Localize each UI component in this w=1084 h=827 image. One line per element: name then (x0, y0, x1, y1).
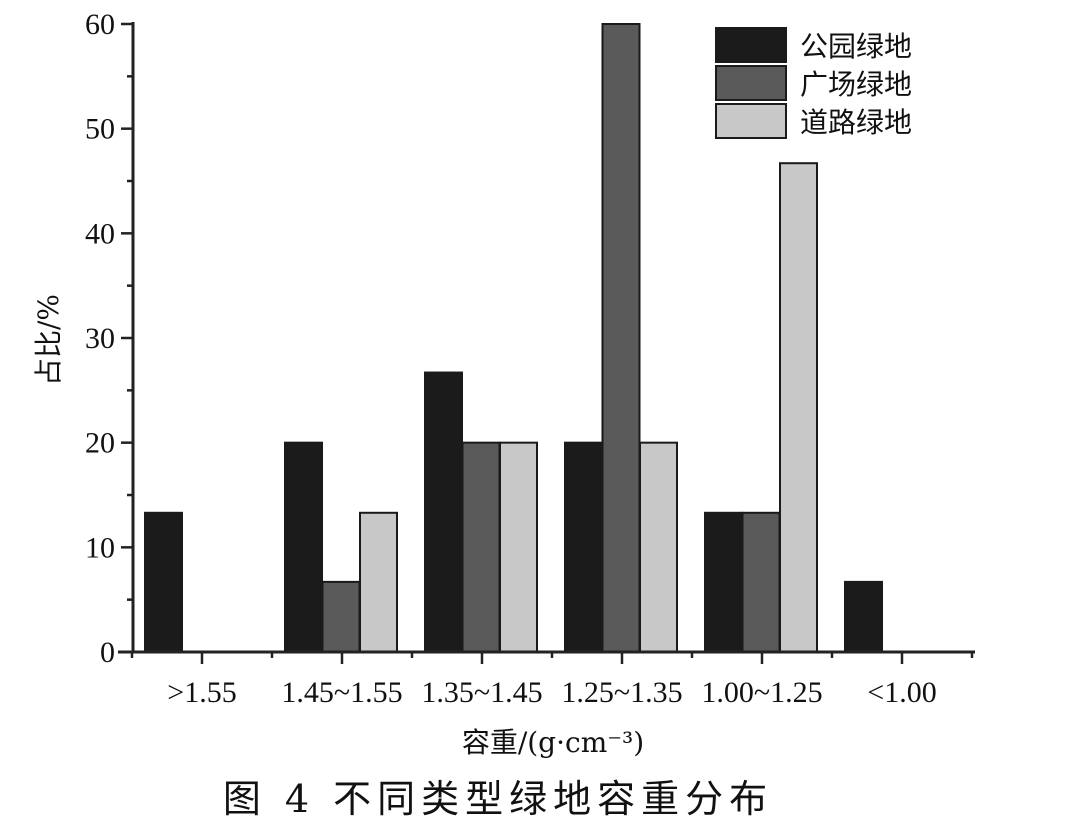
bar (359, 511, 398, 653)
bar (284, 441, 323, 653)
bar (741, 511, 781, 653)
x-tick-label: 1.45~1.55 (281, 676, 402, 709)
legend-label: 广场绿地 (800, 68, 912, 101)
y-tick-label: 0 (100, 636, 115, 669)
figure-caption: 图 4 不同类型绿地容重分布 (223, 777, 773, 821)
x-tick-label: 1.35~1.45 (421, 676, 542, 709)
legend-swatch (715, 103, 787, 139)
x-axis-title: 容重/(g·cm⁻³) (462, 726, 644, 759)
bar (564, 441, 603, 653)
bar (639, 441, 678, 653)
legend-swatch (715, 27, 787, 63)
y-ticks: 0 10 20 30 40 50 60 (85, 8, 133, 669)
legend-label: 道路绿地 (800, 106, 912, 139)
y-tick-label: 40 (85, 217, 115, 250)
x-tick-label: 1.00~1.25 (701, 676, 822, 709)
bar (424, 371, 463, 653)
y-tick-label: 50 (85, 113, 115, 146)
bar (844, 580, 883, 654)
bar (601, 23, 641, 653)
legend-swatch (715, 65, 787, 101)
x-tick-label: 1.25~1.35 (561, 676, 682, 709)
x-tick-label: >1.55 (167, 676, 236, 709)
legend-label: 公园绿地 (800, 30, 912, 63)
y-tick-label: 10 (85, 531, 115, 564)
y-tick-label: 60 (85, 8, 115, 41)
bar (144, 511, 183, 653)
x-tick-label: <1.00 (867, 676, 936, 709)
y-tick-label: 30 (85, 322, 115, 355)
bar (779, 162, 818, 653)
bar (461, 441, 501, 653)
bar (321, 580, 361, 654)
y-tick-label: 20 (85, 427, 115, 460)
y-axis-title: 占比/% (32, 294, 65, 386)
x-ticks: >1.55 1.45~1.55 1.35~1.45 1.25~1.35 1.00~1.2… (130, 652, 974, 709)
bar (499, 441, 538, 653)
bar (704, 511, 743, 653)
